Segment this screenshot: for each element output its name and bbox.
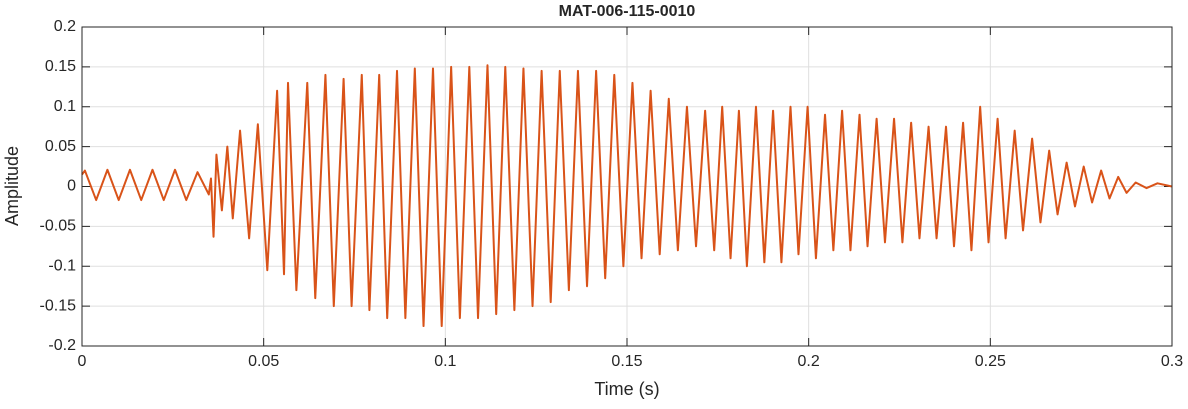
y-tick-label: 0.1 bbox=[54, 98, 76, 115]
x-tick-label: 0.25 bbox=[975, 353, 1006, 370]
y-tick-label: 0.05 bbox=[45, 138, 76, 155]
x-tick-label: 0 bbox=[78, 353, 87, 370]
y-tick-label: -0.05 bbox=[40, 218, 77, 235]
y-axis-label: Amplitude bbox=[2, 146, 22, 226]
x-tick-label: 0.3 bbox=[1161, 353, 1183, 370]
y-tick-label: 0 bbox=[67, 178, 76, 195]
y-tick-label: -0.15 bbox=[40, 297, 77, 314]
y-tick-label: 0.2 bbox=[54, 18, 76, 35]
x-tick-label: 0.2 bbox=[798, 353, 820, 370]
y-tick-label: -0.2 bbox=[48, 337, 76, 354]
chart-title: MAT-006-115-0010 bbox=[559, 3, 696, 20]
waveform-line bbox=[81, 64, 1173, 328]
x-tick-label: 0.1 bbox=[434, 353, 456, 370]
y-tick-label: -0.1 bbox=[48, 257, 76, 274]
x-tick-label: 0.05 bbox=[248, 353, 279, 370]
axes-box bbox=[81, 26, 1173, 347]
x-tick-label: 0.15 bbox=[611, 353, 642, 370]
y-tick-label: 0.15 bbox=[45, 58, 76, 75]
x-axis-label: Time (s) bbox=[594, 379, 659, 399]
